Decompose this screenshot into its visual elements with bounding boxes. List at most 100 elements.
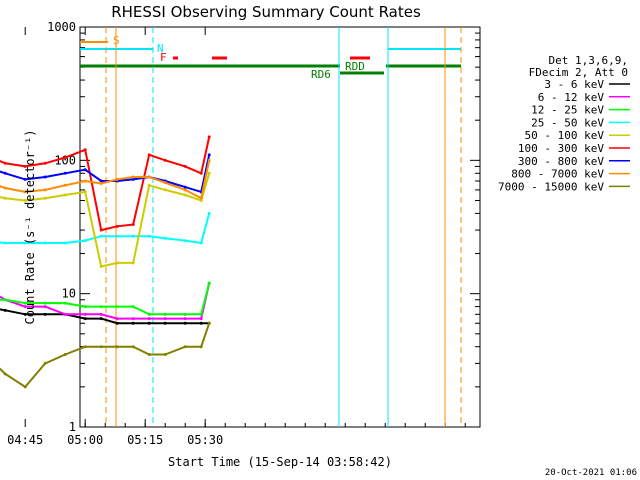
x-tick-label: 05:00 — [67, 433, 103, 447]
series-point — [115, 317, 119, 321]
series-point — [23, 312, 27, 316]
series-point — [3, 196, 7, 200]
series-point — [207, 153, 211, 157]
series-point — [199, 345, 203, 349]
series-point — [63, 171, 67, 175]
series-point — [63, 312, 67, 316]
series-point — [43, 241, 47, 245]
series-point — [83, 190, 87, 194]
series-point — [147, 317, 151, 321]
series-point — [183, 185, 187, 189]
series-point — [83, 317, 87, 321]
series-point — [131, 177, 135, 181]
series-point — [83, 179, 87, 183]
series-point — [131, 261, 135, 265]
series-point — [99, 312, 103, 316]
series-point — [147, 183, 151, 187]
status-annotations: S N F RDD RD6 — [80, 27, 462, 427]
legend-item-label: 100 - 300 keV — [518, 142, 604, 155]
legend-header: Det 1,3,6,9, — [549, 54, 628, 67]
series-point — [3, 372, 7, 376]
series-point — [99, 182, 103, 186]
series-point — [147, 175, 151, 179]
series-point — [131, 321, 135, 325]
series-point — [43, 196, 47, 200]
y-tick-label: 100 — [54, 153, 76, 167]
series-point — [83, 345, 87, 349]
series-point — [83, 168, 87, 172]
series-point — [99, 179, 103, 183]
series-point — [163, 317, 167, 321]
series-point — [23, 190, 27, 194]
annotation-rd6: RD6 — [311, 68, 331, 81]
series-point — [147, 321, 151, 325]
series-point — [23, 177, 27, 181]
legend-item-label: 7000 - 15000 keV — [498, 180, 604, 193]
legend-item-label: 25 - 50 keV — [531, 116, 604, 129]
legend-item-label: 800 - 7000 keV — [511, 168, 604, 181]
legend-item-label: 6 - 12 keV — [538, 91, 605, 104]
series-point — [199, 317, 203, 321]
series-point — [99, 234, 103, 238]
series-point — [207, 321, 211, 325]
series-point — [43, 188, 47, 192]
series-point — [163, 312, 167, 316]
series-point — [183, 345, 187, 349]
series-point — [43, 361, 47, 365]
series-point — [115, 345, 119, 349]
series-point — [131, 175, 135, 179]
y-axis-label: Count Rate (s⁻¹ detector⁻¹) — [23, 129, 37, 324]
series-point — [199, 312, 203, 316]
series-point — [63, 352, 67, 356]
series-point — [99, 228, 103, 232]
series-point — [131, 317, 135, 321]
series-point — [99, 305, 103, 309]
series-point — [43, 312, 47, 316]
series-point — [3, 186, 7, 190]
legend-item-label: 300 - 800 keV — [518, 155, 604, 168]
series-point — [131, 305, 135, 309]
series-point — [3, 308, 7, 312]
series-point — [43, 305, 47, 309]
series-point — [43, 301, 47, 305]
series-point — [183, 164, 187, 168]
footer-date: 20-Oct-2021 01:06 — [545, 468, 637, 478]
series-point — [83, 312, 87, 316]
series-point — [183, 317, 187, 321]
series-point — [3, 241, 7, 245]
series-point — [3, 298, 7, 302]
series-point — [99, 264, 103, 268]
series-point — [3, 161, 7, 165]
y-tick-label: 1 — [69, 420, 76, 434]
series-point — [199, 241, 203, 245]
series-point — [207, 281, 211, 285]
series-point — [115, 305, 119, 309]
series-point — [23, 198, 27, 202]
series-point — [83, 305, 87, 309]
series-point — [23, 241, 27, 245]
annotation-f: F — [160, 51, 167, 64]
series-point — [23, 164, 27, 168]
series-point — [99, 317, 103, 321]
series-point — [147, 153, 151, 157]
series-point — [23, 305, 27, 309]
series-point — [63, 156, 67, 160]
x-axis-label: Start Time (15-Sep-14 03:58:42) — [168, 455, 392, 469]
legend-item-label: 3 - 6 keV — [544, 78, 604, 91]
series-point — [199, 198, 203, 202]
series-point — [163, 352, 167, 356]
series-point — [147, 312, 151, 316]
legend-header: FDecim 2, Att 0 — [529, 66, 628, 79]
series-point — [115, 234, 119, 238]
data-series — [0, 135, 211, 389]
series-point — [183, 321, 187, 325]
series-point — [199, 171, 203, 175]
y-axis-ticks: 1 10 100 1000 — [47, 20, 480, 434]
series-point — [115, 261, 119, 265]
legend-item-label: 12 - 25 keV — [531, 104, 604, 117]
series-point — [163, 188, 167, 192]
series-point — [163, 321, 167, 325]
